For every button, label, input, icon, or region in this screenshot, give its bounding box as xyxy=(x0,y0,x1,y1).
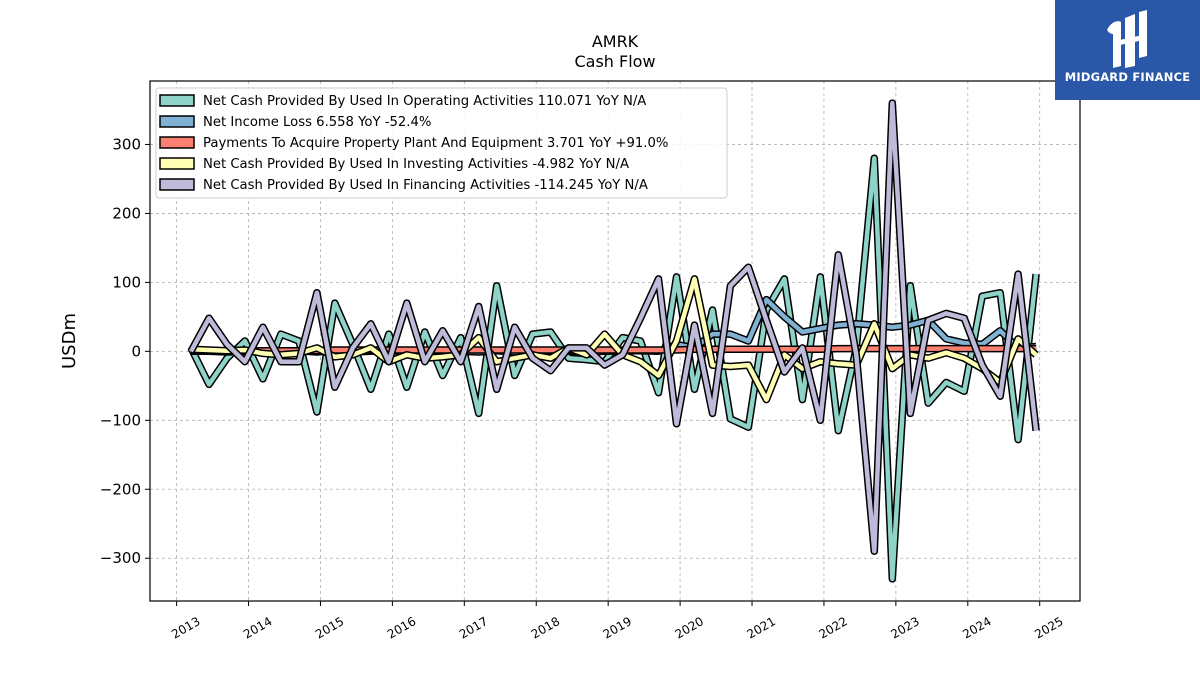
x-tick-label: 2016 xyxy=(385,614,418,641)
y-tick-label: −200 xyxy=(100,480,141,498)
x-tick-label: 2020 xyxy=(673,614,706,641)
chart-subtitle: Cash Flow xyxy=(574,52,655,71)
x-tick-label: 2019 xyxy=(601,614,634,641)
legend-box xyxy=(155,87,728,199)
chart-title: AMRK xyxy=(592,32,639,51)
legend: Net Cash Provided By Used In Operating A… xyxy=(155,87,728,199)
x-tick-label: 2013 xyxy=(169,614,202,641)
plot-frame xyxy=(149,80,1081,602)
y-axis-label: USDm xyxy=(59,313,80,369)
legend-swatch xyxy=(159,178,195,191)
series-4 xyxy=(187,99,1040,556)
x-tick-label: 2018 xyxy=(529,614,562,641)
y-tick-label: −100 xyxy=(100,411,141,429)
x-tick-label: 2017 xyxy=(457,614,490,641)
x-tick-label: 2015 xyxy=(313,614,346,641)
legend-swatch xyxy=(159,157,195,170)
logo-brand-text: MIDGARD FINANCE xyxy=(1064,70,1191,84)
x-tick-label: 2022 xyxy=(816,614,849,641)
x-tick-label: 2024 xyxy=(960,614,993,641)
y-tick-label: 0 xyxy=(131,342,141,360)
legend-swatch xyxy=(159,115,195,128)
legend-swatch xyxy=(159,94,195,107)
x-tick-label: 2021 xyxy=(745,614,778,641)
legend-label: Net Cash Provided By Used In Financing A… xyxy=(203,178,648,193)
series-lines xyxy=(187,99,1040,583)
x-tick-label: 2025 xyxy=(1032,614,1065,641)
y-tick-label: 300 xyxy=(112,135,141,153)
midgard-finance-logo: MIDGARD FINANCE xyxy=(1055,0,1200,100)
y-tick-label: 100 xyxy=(112,273,141,291)
legend-label: Net Cash Provided By Used In Operating A… xyxy=(203,94,646,109)
legend-swatch xyxy=(159,136,195,149)
legend-label: Net Income Loss 6.558 YoY -52.4% xyxy=(203,115,431,130)
axis-ticks: 2013 2014 2015 2016 2017 2018 2019 2020 2021 2022… xyxy=(100,135,1066,641)
y-tick-label: 200 xyxy=(112,204,141,222)
midgard-logo-mark-icon xyxy=(1107,10,1147,68)
x-tick-label: 2023 xyxy=(888,614,921,641)
series-line xyxy=(189,100,1039,554)
legend-label: Payments To Acquire Property Plant And E… xyxy=(203,136,668,151)
legend-label: Net Cash Provided By Used In Investing A… xyxy=(203,157,629,172)
x-tick-label: 2014 xyxy=(241,614,274,641)
y-tick-label: −300 xyxy=(100,549,141,567)
